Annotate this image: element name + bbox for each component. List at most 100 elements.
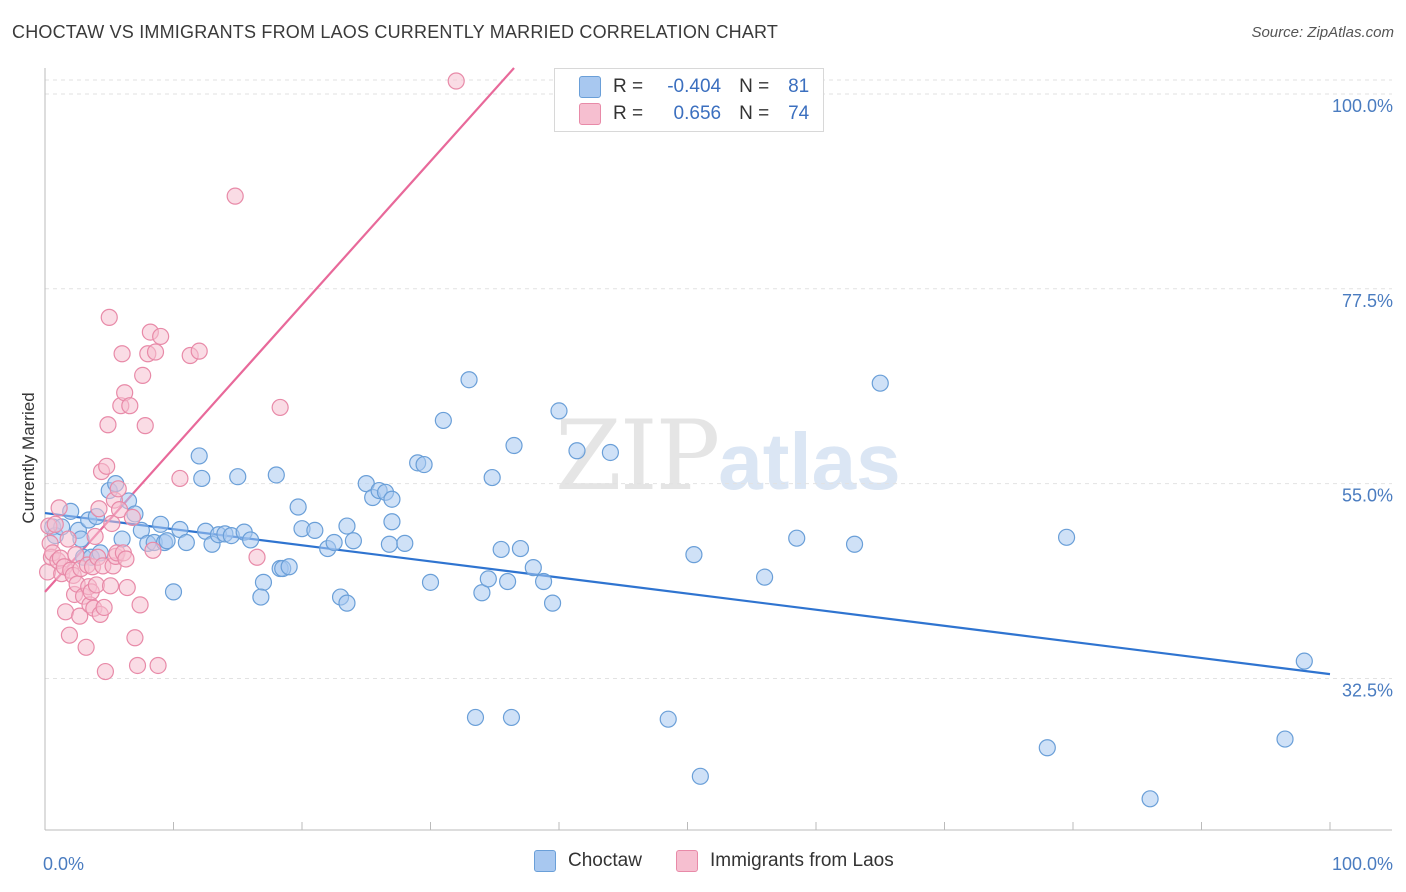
y-tick-label: 32.5% <box>1342 680 1393 700</box>
data-point <box>164 583 183 601</box>
data-point <box>473 584 491 602</box>
data-point <box>59 530 77 548</box>
legend-r-label: R = <box>613 103 644 124</box>
data-point <box>1038 739 1056 757</box>
data-point <box>460 371 478 389</box>
legend-n-label: N = <box>739 103 770 124</box>
data-point <box>121 397 139 415</box>
data-point <box>447 72 465 90</box>
y-axis-label: Currently Married <box>19 392 38 523</box>
legend-row-choctaw: R = -0.404 N = 81 <box>579 74 809 100</box>
data-point <box>96 662 114 681</box>
data-point <box>50 499 68 517</box>
data-point <box>755 568 774 586</box>
data-point <box>271 398 289 417</box>
legend-r-value: 0.656 <box>668 103 722 124</box>
data-point <box>113 345 131 363</box>
x-tick-label: 100.0% <box>1332 854 1393 874</box>
data-point <box>100 308 118 326</box>
data-point <box>1295 652 1313 670</box>
data-point <box>117 550 135 568</box>
data-point <box>685 546 703 564</box>
data-point <box>77 638 95 656</box>
data-point <box>466 708 485 727</box>
data-points <box>38 72 1313 808</box>
data-point <box>483 468 501 487</box>
data-point <box>126 629 144 647</box>
data-point <box>691 767 709 785</box>
legend-n-value: 74 <box>788 103 810 124</box>
data-point <box>1057 528 1076 546</box>
y-tick-label: 77.5% <box>1342 291 1393 311</box>
data-point <box>118 578 136 597</box>
data-point <box>60 626 79 644</box>
data-point <box>338 517 356 535</box>
series-label-laos: Immigrants from Laos <box>710 850 894 871</box>
data-point <box>254 573 273 591</box>
legend-swatch-choctaw <box>579 76 601 98</box>
data-point <box>152 515 170 533</box>
data-point <box>845 535 864 553</box>
data-point <box>659 710 677 728</box>
data-point <box>568 442 586 460</box>
data-point <box>280 558 298 576</box>
data-point <box>502 708 521 727</box>
data-point <box>534 572 553 591</box>
data-point <box>158 532 176 550</box>
data-point <box>149 656 167 675</box>
series-legend-laos: Immigrants from Laos <box>676 850 894 872</box>
legend-swatch-laos <box>579 103 601 125</box>
series-points-choctaw <box>44 371 1313 808</box>
data-point <box>479 570 497 588</box>
data-point <box>1141 790 1159 808</box>
data-point <box>788 529 806 547</box>
data-point <box>190 447 208 465</box>
data-point <box>134 366 152 384</box>
series-swatch-choctaw <box>534 850 556 872</box>
data-point <box>171 469 189 488</box>
data-point <box>421 573 440 591</box>
data-point <box>136 417 154 435</box>
legend-row-laos: R = 0.656 N = 74 <box>579 101 809 127</box>
data-point <box>109 480 127 498</box>
data-point <box>242 531 260 549</box>
axes <box>44 68 1392 831</box>
legend-n-label: N = <box>739 76 770 97</box>
data-point <box>1276 730 1294 748</box>
data-point <box>289 498 307 516</box>
data-point <box>267 466 285 484</box>
data-point <box>492 540 510 559</box>
data-point <box>226 187 244 205</box>
data-point <box>99 416 117 434</box>
data-point <box>90 500 108 518</box>
watermark-atlas: atlas <box>718 417 901 506</box>
data-point <box>56 603 75 621</box>
correlation-legend: R = -0.404 N = 81 R = 0.656 N = 74 <box>554 68 824 132</box>
legend-n-value: 81 <box>788 76 810 97</box>
series-points-laos <box>38 72 465 681</box>
data-point <box>524 559 542 577</box>
data-point <box>383 513 401 531</box>
data-point <box>511 539 530 558</box>
data-point <box>123 508 141 527</box>
legend-r-value: -0.404 <box>667 76 722 97</box>
data-point <box>383 490 401 508</box>
data-point <box>86 527 104 546</box>
data-point <box>871 374 889 392</box>
data-point <box>46 515 64 533</box>
series-swatch-laos <box>676 850 698 872</box>
y-tick-label: 100.0% <box>1332 96 1393 116</box>
series-legend: Choctaw Immigrants from Laos <box>0 850 1406 880</box>
data-point <box>499 572 517 591</box>
x-tick-label: 0.0% <box>43 854 84 874</box>
series-legend-choctaw: Choctaw <box>534 850 642 872</box>
y-tick-label: 55.0% <box>1342 486 1393 506</box>
data-point <box>128 656 147 675</box>
data-point <box>177 533 195 552</box>
data-point <box>98 457 116 475</box>
data-point <box>550 402 568 420</box>
data-point <box>193 469 211 488</box>
data-point <box>95 598 113 617</box>
data-point <box>152 327 170 346</box>
